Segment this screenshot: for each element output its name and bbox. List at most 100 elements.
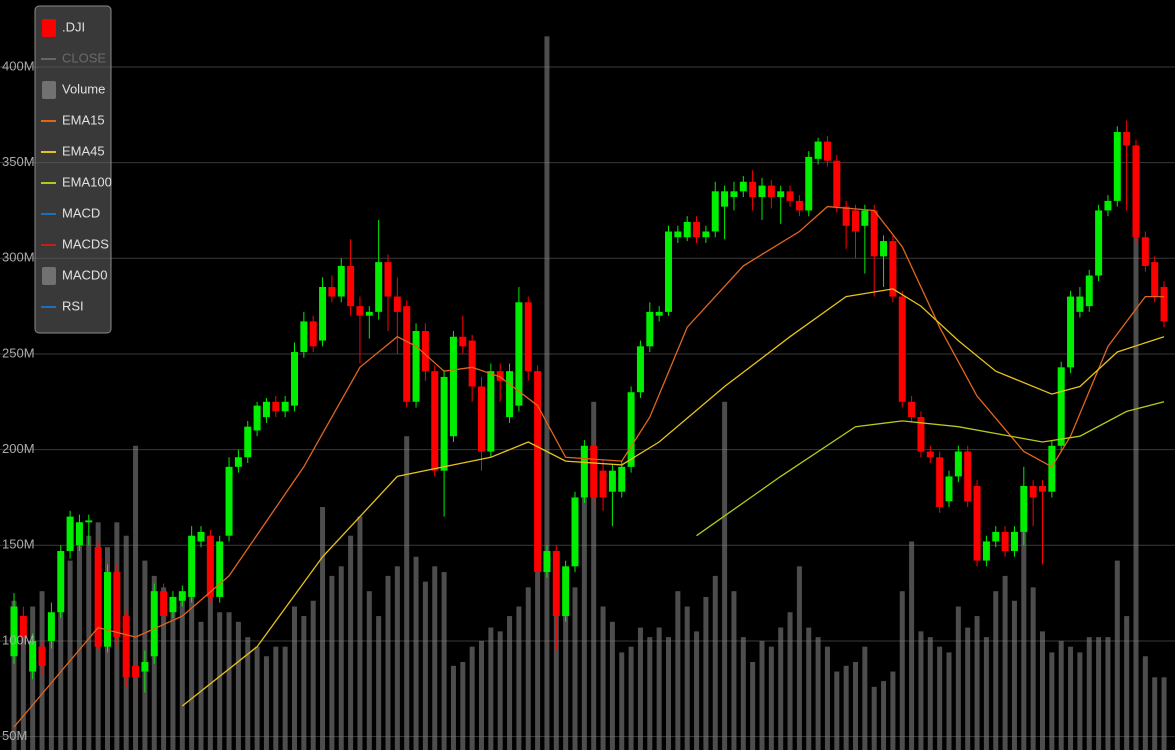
volume-bar	[1077, 652, 1083, 750]
candle-body	[141, 661, 149, 672]
candle-body	[721, 191, 729, 207]
candle-body	[964, 451, 972, 502]
candle-body	[917, 417, 925, 452]
candle-body	[1160, 286, 1168, 322]
candle-body	[57, 551, 65, 613]
candle-body	[674, 231, 682, 238]
y-tick-label: 400M	[2, 58, 35, 73]
volume-bar	[189, 587, 195, 750]
volume-bar	[1040, 631, 1045, 750]
candle-body	[936, 457, 944, 508]
volume-bar	[853, 661, 858, 750]
candle-body	[113, 572, 121, 638]
candle-body	[319, 286, 327, 341]
volume-bar	[507, 616, 513, 750]
candle-body	[244, 426, 252, 458]
volume-bar	[1161, 677, 1167, 750]
candle-body	[300, 321, 308, 353]
candle-body	[795, 200, 803, 211]
candle-body	[478, 386, 485, 452]
candle-body	[665, 231, 672, 312]
candle-body	[805, 156, 813, 211]
legend-label: EMA15	[62, 112, 105, 127]
candle-body	[206, 535, 214, 597]
volume-bar	[282, 646, 288, 750]
volume-bar	[918, 631, 924, 750]
volume-bar	[404, 436, 410, 750]
volume-bar	[273, 646, 279, 750]
candle-body	[1123, 132, 1131, 146]
candle-body	[178, 591, 186, 601]
volume-bar	[497, 631, 503, 750]
volume-bar	[899, 591, 905, 750]
volume-bar	[292, 606, 297, 750]
legend-label: CLOSE	[62, 50, 106, 65]
volume-bar	[376, 616, 382, 750]
volume-bar	[254, 646, 260, 750]
candle-body	[552, 551, 560, 617]
volume-bar	[226, 612, 232, 750]
candle-body	[356, 306, 364, 316]
volume-bar	[329, 575, 335, 750]
volume-bar	[207, 596, 213, 750]
candle-body	[19, 616, 27, 638]
candle-body	[225, 466, 233, 536]
candle-body	[646, 311, 654, 347]
volume-bar	[1152, 677, 1158, 750]
candle-body	[1001, 531, 1009, 552]
y-axis: 50M 100M 150M 200M 250M 300M 350M 400M	[2, 58, 35, 743]
candle-body	[1095, 210, 1103, 276]
legend-label: EMA45	[62, 143, 105, 158]
candle-body	[767, 185, 775, 198]
candle-body	[291, 352, 298, 406]
volume-bar	[909, 541, 915, 750]
indicator-line	[181, 288, 1165, 707]
candle-body	[954, 451, 962, 477]
candle-body	[534, 371, 542, 573]
volume-bar	[385, 575, 391, 750]
volume-bar	[843, 665, 849, 750]
volume-bar	[413, 556, 419, 750]
candle-body	[777, 191, 785, 198]
volume-bar	[955, 606, 961, 750]
candle-body	[618, 466, 626, 492]
volume-bar	[469, 646, 475, 750]
candle-body	[197, 531, 205, 542]
candle-body	[188, 535, 196, 597]
candle-body	[309, 321, 317, 347]
candle-body	[739, 181, 747, 192]
legend-label: Volume	[62, 81, 105, 96]
candle-body	[1132, 145, 1140, 238]
candle-body	[122, 616, 130, 678]
candle-body	[758, 185, 766, 198]
candle-body	[636, 346, 644, 393]
candle-body	[823, 141, 831, 161]
volume-bar	[581, 497, 587, 750]
candle-body	[571, 497, 579, 567]
candle-body	[468, 340, 476, 387]
volume-bar	[759, 640, 765, 750]
legend-swatch	[42, 267, 56, 285]
volume-bar	[11, 600, 17, 750]
candle-body	[590, 445, 598, 498]
y-tick-label: 100M	[2, 632, 35, 647]
volume-bar	[871, 686, 877, 750]
y-tick-label: 350M	[2, 154, 35, 169]
candle-body	[47, 612, 55, 641]
candle-body	[459, 336, 467, 347]
y-tick-label: 150M	[2, 537, 35, 552]
candle-body	[543, 551, 551, 573]
indicator-lines	[13, 205, 1165, 728]
volume-bar	[179, 596, 185, 750]
volume-bar	[750, 661, 756, 750]
volume-bar	[301, 616, 307, 750]
volume-bar	[58, 600, 64, 750]
candle-body	[730, 191, 738, 198]
volume-bar	[703, 596, 709, 750]
candle-body	[160, 591, 168, 617]
candle-body	[1029, 485, 1037, 498]
volume-bar	[890, 671, 896, 750]
volume-bar	[394, 566, 400, 750]
candle-body	[1057, 367, 1065, 446]
